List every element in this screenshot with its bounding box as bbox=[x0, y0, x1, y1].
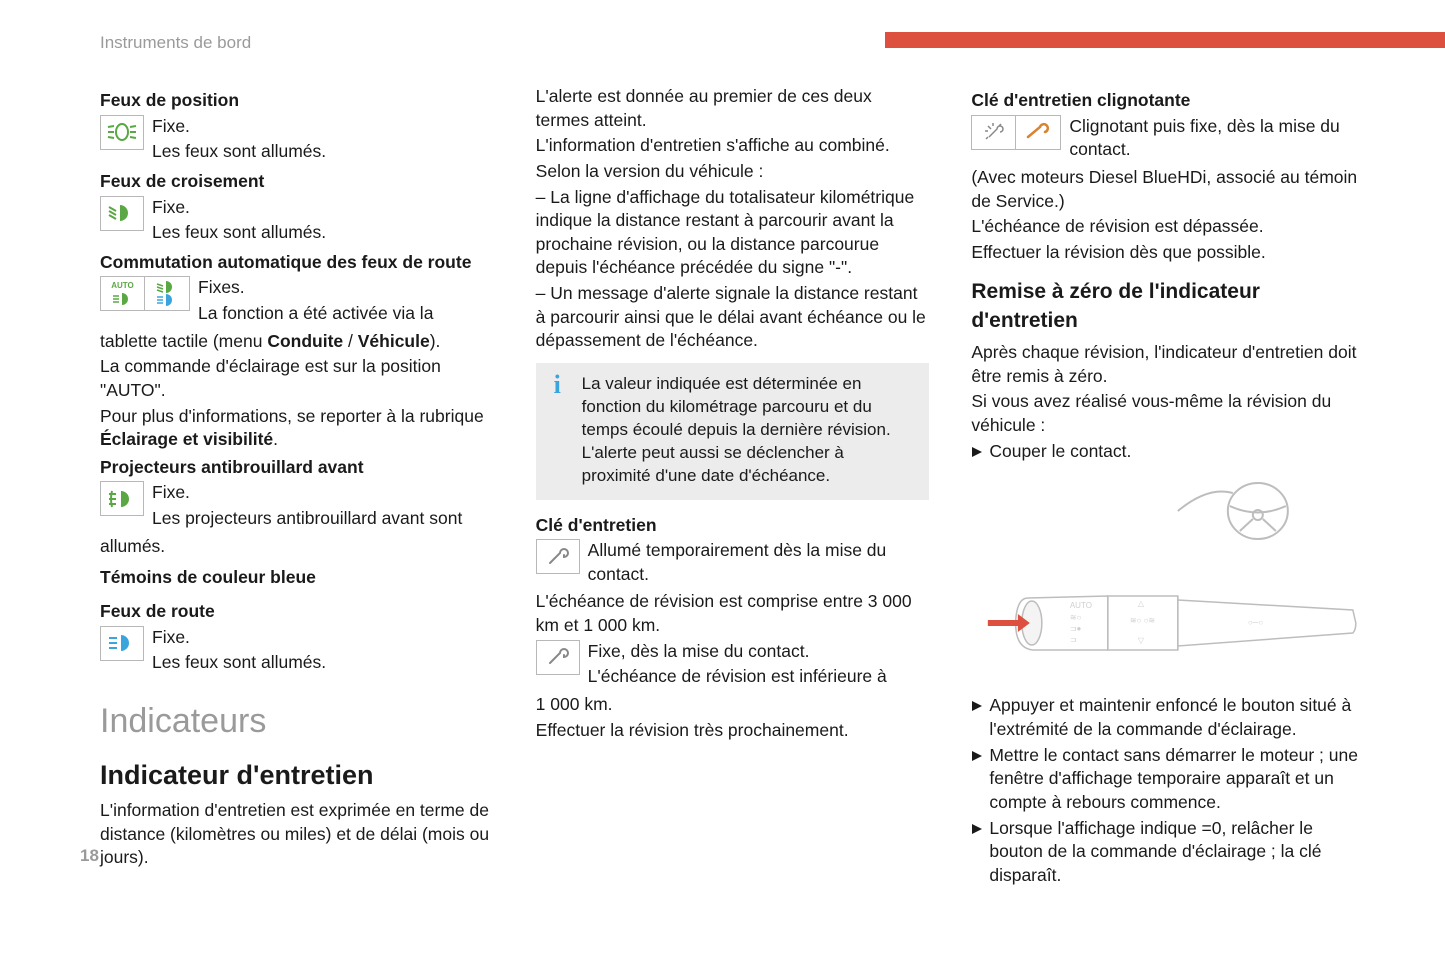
stalk-illustration: AUTO ≋○ ⊐● ⊐ △ ▽ ≋○ ○≋ ○─○ bbox=[971, 568, 1365, 678]
section-title: Clé d'entretien bbox=[536, 514, 930, 538]
step-line: Appuyer et maintenir enfoncé le bouton s… bbox=[971, 694, 1365, 743]
indicator-row: Clignotant puis fixe, dès la mise du con… bbox=[971, 115, 1365, 164]
heading-2: Indicateur d'entretien bbox=[100, 757, 494, 793]
section-title: Clé d'entretien clignotante bbox=[971, 89, 1365, 113]
svg-text:≋○: ≋○ bbox=[1070, 613, 1082, 622]
indicator-row: AUTO Fixes. La fonction a été activée vi… bbox=[100, 276, 494, 327]
section-title: Témoins de couleur bleue bbox=[100, 566, 494, 590]
info-text: La valeur indiquée est déterminée en fon… bbox=[582, 373, 916, 488]
step-text: Appuyer et maintenir enfoncé le bouton s… bbox=[989, 694, 1365, 741]
step-text: Mettre le contact sans démarrer le moteu… bbox=[989, 744, 1365, 815]
text-line: Fixe. bbox=[152, 115, 494, 139]
svg-text:○─○: ○─○ bbox=[1248, 618, 1264, 627]
indicator-row: Allumé temporairement dès la mise du con… bbox=[536, 539, 930, 588]
heading-3: Remise à zéro de l'indicateur d'entretie… bbox=[971, 278, 1365, 335]
paragraph: L'information d'entretien s'affiche au c… bbox=[536, 134, 930, 158]
svg-text:≋○ ○≋: ≋○ ○≋ bbox=[1130, 616, 1155, 625]
page-header: Instruments de bord bbox=[100, 32, 251, 55]
svg-text:⊐: ⊐ bbox=[1070, 635, 1077, 644]
text-line: tablette tactile (menu Conduite / Véhicu… bbox=[100, 330, 494, 354]
content-columns: Feux de position Fixe. Les feux sont all… bbox=[100, 85, 1365, 889]
text-line: Fixe. bbox=[152, 481, 494, 505]
paragraph: L'échéance de révision est comprise entr… bbox=[536, 590, 930, 637]
paragraph: Si vous avez réalisé vous-même la révisi… bbox=[971, 390, 1365, 437]
step-line: Lorsque l'affichage indique =0, relâcher… bbox=[971, 817, 1365, 890]
step-text: Lorsque l'affichage indique =0, relâcher… bbox=[989, 817, 1365, 888]
paragraph: Effectuer la révision très prochainement… bbox=[536, 719, 930, 743]
low-beam-icon bbox=[100, 196, 144, 231]
section-title: Feux de position bbox=[100, 89, 494, 113]
indicator-text: Fixe, dès la mise du contact. L'échéance… bbox=[588, 640, 930, 691]
section-title: Commutation automatique des feux de rout… bbox=[100, 251, 494, 275]
section-title: Projecteurs antibrouillard avant bbox=[100, 456, 494, 480]
paragraph: L'échéance de révision est dépassée. bbox=[971, 215, 1365, 239]
section-title: Feux de croisement bbox=[100, 170, 494, 194]
service-wrench-icon bbox=[536, 640, 580, 675]
paragraph: L'alerte est donnée au premier de ces de… bbox=[536, 85, 930, 132]
step-line: Couper le contact. bbox=[971, 440, 1365, 466]
indicator-text: Allumé temporairement dès la mise du con… bbox=[588, 539, 930, 588]
svg-text:AUTO: AUTO bbox=[1070, 601, 1092, 610]
service-flashing-icon bbox=[971, 115, 1061, 150]
column-2: L'alerte est donnée au premier de ces de… bbox=[536, 85, 930, 889]
svg-text:△: △ bbox=[1138, 599, 1145, 608]
text-line: La fonction a été activée via la bbox=[198, 302, 494, 326]
text-line: Clignotant puis fixe, dès la mise du con… bbox=[1069, 115, 1365, 162]
info-box: i La valeur indiquée est déterminée en f… bbox=[536, 363, 930, 500]
text-line: Fixe. bbox=[152, 196, 494, 220]
text-line: Pour plus d'informations, se reporter à … bbox=[100, 405, 494, 452]
step-text: Couper le contact. bbox=[989, 440, 1131, 464]
paragraph: Effectuer la révision dès que possible. bbox=[971, 241, 1365, 265]
indicator-text: Fixe. Les projecteurs antibrouillard ava… bbox=[152, 481, 494, 532]
paragraph: Selon la version du véhicule : bbox=[536, 160, 930, 184]
indicator-text: Fixe. Les feux sont allumés. bbox=[152, 196, 494, 247]
indicator-row: Fixe. Les feux sont allumés. bbox=[100, 196, 494, 247]
indicator-row: Fixe. Les feux sont allumés. bbox=[100, 626, 494, 677]
text-line: Fixes. bbox=[198, 276, 494, 300]
svg-text:▽: ▽ bbox=[1138, 636, 1145, 645]
info-icon: i bbox=[554, 367, 561, 402]
text-line: La commande d'éclairage est sur la posit… bbox=[100, 355, 494, 402]
bullet-item: – Un message d'alerte signale la distanc… bbox=[536, 282, 930, 353]
steering-wheel-illustration bbox=[971, 471, 1365, 551]
paragraph: L'information d'entretien est exprimée e… bbox=[100, 799, 494, 870]
paragraph: Après chaque révision, l'indicateur d'en… bbox=[971, 341, 1365, 388]
auto-high-beam-icon: AUTO bbox=[100, 276, 190, 311]
column-3: Clé d'entretien clignotante Clignotant p… bbox=[971, 85, 1365, 889]
column-1: Feux de position Fixe. Les feux sont all… bbox=[100, 85, 494, 889]
text-line: Les feux sont allumés. bbox=[152, 651, 494, 675]
high-beam-icon bbox=[100, 626, 144, 661]
indicator-row: Fixe. Les projecteurs antibrouillard ava… bbox=[100, 481, 494, 532]
section-title: Feux de route bbox=[100, 600, 494, 624]
page-number: 18 bbox=[80, 845, 99, 868]
svg-text:⊐●: ⊐● bbox=[1070, 624, 1082, 633]
service-wrench-icon bbox=[536, 539, 580, 574]
text-line: Fixe, dès la mise du contact. bbox=[588, 640, 930, 664]
text-line: Les feux sont allumés. bbox=[152, 140, 494, 164]
indicator-row: Fixe. Les feux sont allumés. bbox=[100, 115, 494, 166]
indicator-text: Fixe. Les feux sont allumés. bbox=[152, 115, 494, 166]
paragraph: 1 000 km. bbox=[536, 693, 930, 717]
text-line: Les feux sont allumés. bbox=[152, 221, 494, 245]
accent-bar bbox=[885, 32, 1445, 48]
indicator-text: Fixes. La fonction a été activée via la bbox=[198, 276, 494, 327]
text-line: Fixe. bbox=[152, 626, 494, 650]
indicator-row: Fixe, dès la mise du contact. L'échéance… bbox=[536, 640, 930, 691]
indicator-text: Clignotant puis fixe, dès la mise du con… bbox=[1069, 115, 1365, 164]
paragraph: (Avec moteurs Diesel BlueHDi, associé au… bbox=[971, 166, 1365, 213]
front-fog-icon bbox=[100, 481, 144, 516]
text-line: Allumé temporairement dès la mise du con… bbox=[588, 539, 930, 586]
position-lights-icon bbox=[100, 115, 144, 150]
bullet-item: – La ligne d'affichage du totalisateur k… bbox=[536, 186, 930, 281]
heading-1: Indicateurs bbox=[100, 699, 494, 745]
step-line: Mettre le contact sans démarrer le moteu… bbox=[971, 744, 1365, 817]
indicator-text: Fixe. Les feux sont allumés. bbox=[152, 626, 494, 677]
text-line: Les projecteurs antibrouillard avant son… bbox=[152, 507, 494, 531]
text-line: allumés. bbox=[100, 535, 494, 559]
text-line: L'échéance de révision est inférieure à bbox=[588, 665, 930, 689]
